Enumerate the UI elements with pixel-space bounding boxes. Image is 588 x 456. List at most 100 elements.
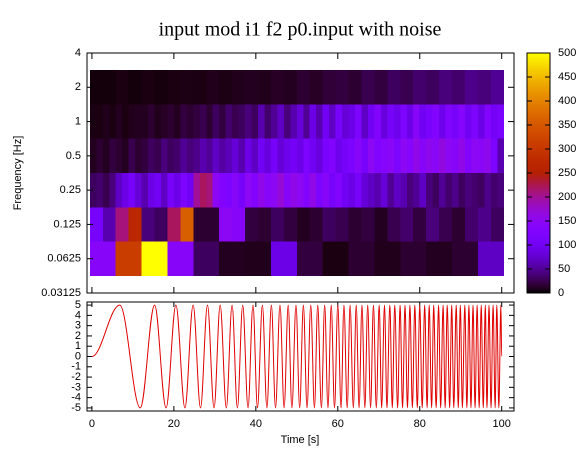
y-tick-label: 2 <box>75 81 81 93</box>
heatmap-cell <box>393 173 401 208</box>
heatmap-cell <box>367 173 375 208</box>
colorbar-tick-label: 50 <box>558 263 570 275</box>
x-tick-label: 0 <box>89 418 95 430</box>
heatmap-cell <box>322 138 330 173</box>
heatmap-cell <box>128 104 136 139</box>
heatmap-cell <box>258 138 265 173</box>
heatmap-cell <box>452 241 479 276</box>
heatmap-cell <box>206 138 214 173</box>
heatmap-cell <box>355 173 362 208</box>
heatmap-cell <box>413 173 420 208</box>
y-tick-label: 5 <box>75 299 81 311</box>
heatmap-cell <box>258 207 272 242</box>
heatmap-cell <box>193 138 201 173</box>
heatmap-cell <box>335 104 343 139</box>
heatmap-cell <box>329 138 336 173</box>
heatmap-cell <box>245 138 252 173</box>
heatmap-cell <box>232 70 246 105</box>
heatmap-cell <box>452 138 459 173</box>
heatmap-cell <box>167 104 175 139</box>
x-axis-label: Time [s] <box>281 434 320 446</box>
heatmap-cell <box>141 173 149 208</box>
heatmap-cell <box>219 241 246 276</box>
heatmap-cell <box>477 173 485 208</box>
heatmap-cell <box>413 207 427 242</box>
heatmap-cell <box>173 138 181 173</box>
heatmap-cell <box>452 207 466 242</box>
heatmap-cell <box>393 138 401 173</box>
y-tick-label: 4 <box>75 309 81 321</box>
heatmap-cell <box>180 173 188 208</box>
y-axis-label: Frequency [Hz] <box>12 136 24 211</box>
x-tick-label: 60 <box>332 418 344 430</box>
heatmap-cell <box>148 104 155 139</box>
y-tick-label: 1 <box>75 340 81 352</box>
y-tick-label: 0 <box>75 350 81 362</box>
heatmap-cell <box>387 173 395 208</box>
colorbar-tick-label: 450 <box>558 71 576 83</box>
heatmap-cell <box>497 173 505 208</box>
heatmap-cell <box>419 104 427 139</box>
heatmap-cell <box>490 70 505 105</box>
heatmap-cell <box>186 173 194 208</box>
heatmap-cell <box>283 138 291 173</box>
heatmap-cell <box>497 138 505 173</box>
heatmap-cell <box>193 104 201 139</box>
heatmap-cell <box>380 104 388 139</box>
heatmap-cell <box>96 173 104 208</box>
heatmap-cell <box>251 173 259 208</box>
heatmap-cell <box>277 138 285 173</box>
heatmap-cell <box>154 104 162 139</box>
heatmap-cell <box>141 104 149 139</box>
colorbar-tick-label: 250 <box>558 167 576 179</box>
heatmap-cell <box>102 173 110 208</box>
heatmap-cell <box>141 70 155 105</box>
heatmap-cell <box>258 173 265 208</box>
heatmap-cell <box>374 207 388 242</box>
heatmap-cell <box>426 241 453 276</box>
heatmap-cell <box>400 138 408 173</box>
heatmap-cell <box>490 207 505 242</box>
heatmap-cell <box>154 70 168 105</box>
heatmap-cell <box>419 173 427 208</box>
heatmap-cell <box>128 138 136 173</box>
heatmap-cell <box>180 104 188 139</box>
heatmap-cell <box>445 104 453 139</box>
heatmap-cell <box>361 173 369 208</box>
colorbar-tick-label: 150 <box>558 215 576 227</box>
heatmap-cell <box>167 173 175 208</box>
heatmap-cell <box>290 104 298 139</box>
heatmap-cell <box>439 138 446 173</box>
heatmap-cell <box>439 173 446 208</box>
heatmap-cell <box>264 104 272 139</box>
heatmap-cell <box>367 138 375 173</box>
heatmap-cell <box>115 104 123 139</box>
heatmap-cell <box>303 104 311 139</box>
heatmap-cell <box>102 138 110 173</box>
heatmap-cell <box>219 70 233 105</box>
heatmap-cell <box>426 207 440 242</box>
y-tick-label: -4 <box>71 392 81 404</box>
heatmap-cell <box>89 241 117 276</box>
heatmap-cell <box>161 104 168 139</box>
heatmap-cell <box>135 104 142 139</box>
heatmap-cell <box>497 104 505 139</box>
y-tick-label: -3 <box>71 381 81 393</box>
heatmap-cell <box>484 173 492 208</box>
heatmap-cell <box>355 104 362 139</box>
heatmap-cell <box>270 207 285 242</box>
heatmap-cell <box>335 207 349 242</box>
heatmap-cell <box>426 138 433 173</box>
heatmap-cell <box>212 104 220 139</box>
heatmap-cell <box>329 173 336 208</box>
heatmap-cell <box>361 104 369 139</box>
heatmap-cell <box>89 207 104 242</box>
heatmap-cell <box>361 70 375 105</box>
heatmap-cell <box>458 104 466 139</box>
heatmap-cell <box>419 138 427 173</box>
heatmap-cell <box>232 138 239 173</box>
heatmap-cell <box>283 207 298 242</box>
heatmap-cell <box>348 207 362 242</box>
heatmap-cell <box>309 207 323 242</box>
heatmap-cell <box>471 138 479 173</box>
